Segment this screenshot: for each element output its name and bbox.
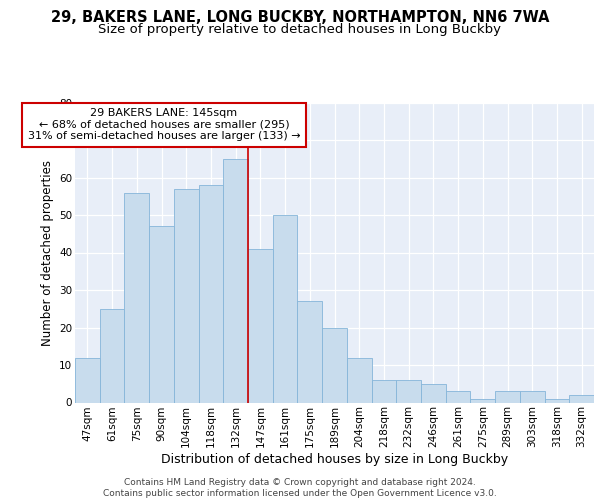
Bar	[298, 301, 322, 402]
Bar	[322, 328, 347, 402]
Bar	[223, 159, 248, 402]
Text: Contains HM Land Registry data © Crown copyright and database right 2024.
Contai: Contains HM Land Registry data © Crown c…	[103, 478, 497, 498]
Bar	[174, 188, 199, 402]
Bar	[273, 215, 298, 402]
Bar	[421, 384, 446, 402]
Bar	[495, 391, 520, 402]
Text: 29, BAKERS LANE, LONG BUCKBY, NORTHAMPTON, NN6 7WA: 29, BAKERS LANE, LONG BUCKBY, NORTHAMPTO…	[51, 10, 549, 25]
Bar	[347, 358, 371, 403]
Bar	[248, 249, 273, 402]
Bar	[569, 395, 594, 402]
X-axis label: Distribution of detached houses by size in Long Buckby: Distribution of detached houses by size …	[161, 453, 508, 466]
Bar	[199, 185, 223, 402]
Bar	[124, 192, 149, 402]
Bar	[75, 358, 100, 403]
Bar	[446, 391, 470, 402]
Bar	[396, 380, 421, 402]
Bar	[520, 391, 545, 402]
Text: Size of property relative to detached houses in Long Buckby: Size of property relative to detached ho…	[98, 24, 502, 36]
Bar	[545, 399, 569, 402]
Bar	[371, 380, 396, 402]
Bar	[470, 399, 495, 402]
Bar	[100, 308, 124, 402]
Text: 29 BAKERS LANE: 145sqm
← 68% of detached houses are smaller (295)
31% of semi-de: 29 BAKERS LANE: 145sqm ← 68% of detached…	[28, 108, 300, 142]
Y-axis label: Number of detached properties: Number of detached properties	[41, 160, 53, 346]
Bar	[149, 226, 174, 402]
